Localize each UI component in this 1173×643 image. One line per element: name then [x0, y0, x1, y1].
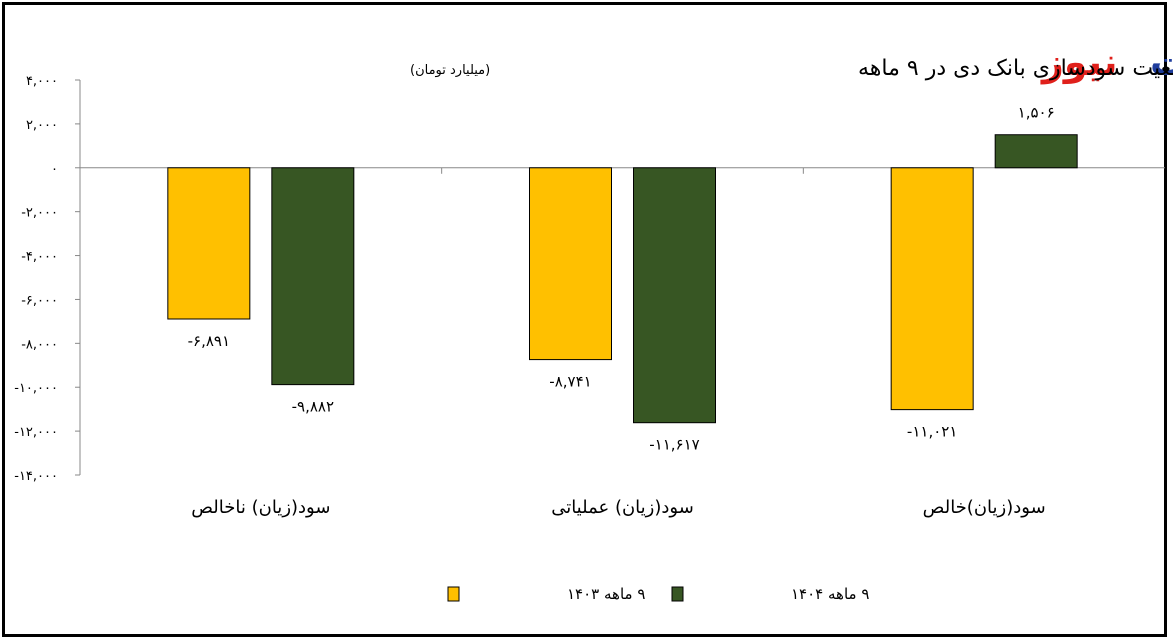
data-label: -۸,۷۴۱	[549, 373, 591, 391]
y-tick-label: ۲,۰۰۰	[26, 118, 58, 133]
category-label: سود(زیان)خالص	[923, 497, 1046, 518]
y-tick-label: ۰	[51, 162, 58, 177]
data-label: -۱۱,۶۱۷	[649, 436, 699, 454]
category-label: سود(زیان) عملیاتی	[551, 497, 694, 518]
data-label: ۱,۵۰۶	[1018, 104, 1055, 122]
bar-1403	[890, 167, 974, 411]
bar-1404	[271, 167, 355, 386]
bar-1403	[529, 167, 612, 361]
legend-swatch-1403	[447, 586, 460, 602]
y-axis: ۴,۰۰۰ ۲,۰۰۰ ۰ -۲,۰۰۰ -۴,۰۰۰ -۶,۰۰۰ -۸,۰۰۰ -۱۰,۰…	[14, 74, 1165, 484]
logo-text-part2: نیوز	[1040, 40, 1117, 84]
legend-label-1404: ۹ ماهه ۱۴۰۴	[791, 585, 869, 603]
bar-1404	[994, 134, 1078, 169]
bar-1403	[167, 167, 251, 320]
category-labels: سود(زیان)خالص سود(زیان) عملیاتی سود(زیان) …	[191, 497, 1045, 518]
y-tick-label: -۶,۰۰۰	[21, 293, 58, 308]
y-tick-label: -۲,۰۰۰	[21, 206, 58, 221]
data-label: -۹,۸۸۲	[292, 398, 334, 416]
y-tick-label: -۱۲,۰۰۰	[14, 425, 58, 440]
y-tick-label: -۱۴,۰۰۰	[14, 469, 58, 484]
bar-1404	[633, 167, 716, 424]
legend-label-1403: ۹ ماهه ۱۴۰۳	[567, 585, 645, 603]
chart-subtitle: (میلیارد تومان)	[410, 63, 490, 78]
y-tick-label: -۴,۰۰۰	[21, 250, 58, 265]
chart-title: وضعیت سودسازی بانک دی در ۹ ماهه	[858, 56, 1173, 81]
category-label: سود(زیان) ناخالص	[191, 497, 330, 518]
logo-text-part1: تجارت	[1150, 40, 1173, 84]
data-labels: -۱۱,۰۲۱ ۱,۵۰۶ -۸,۷۴۱ -۱۱,۶۱۷ -۶,۸۹۱ -۹,۸۸۲	[188, 104, 1055, 454]
data-label: -۶,۸۹۱	[188, 332, 230, 350]
bars	[167, 134, 1078, 424]
legend: ۹ ماهه ۱۴۰۳ ۹ ماهه ۱۴۰۴	[447, 585, 869, 603]
y-tick-label: ۴,۰۰۰	[26, 74, 58, 89]
y-tick-label: -۸,۰۰۰	[21, 337, 58, 352]
legend-swatch-1404	[671, 586, 684, 602]
data-label: -۱۱,۰۲۱	[907, 423, 957, 441]
y-tick-label: -۱۰,۰۰۰	[14, 381, 58, 396]
